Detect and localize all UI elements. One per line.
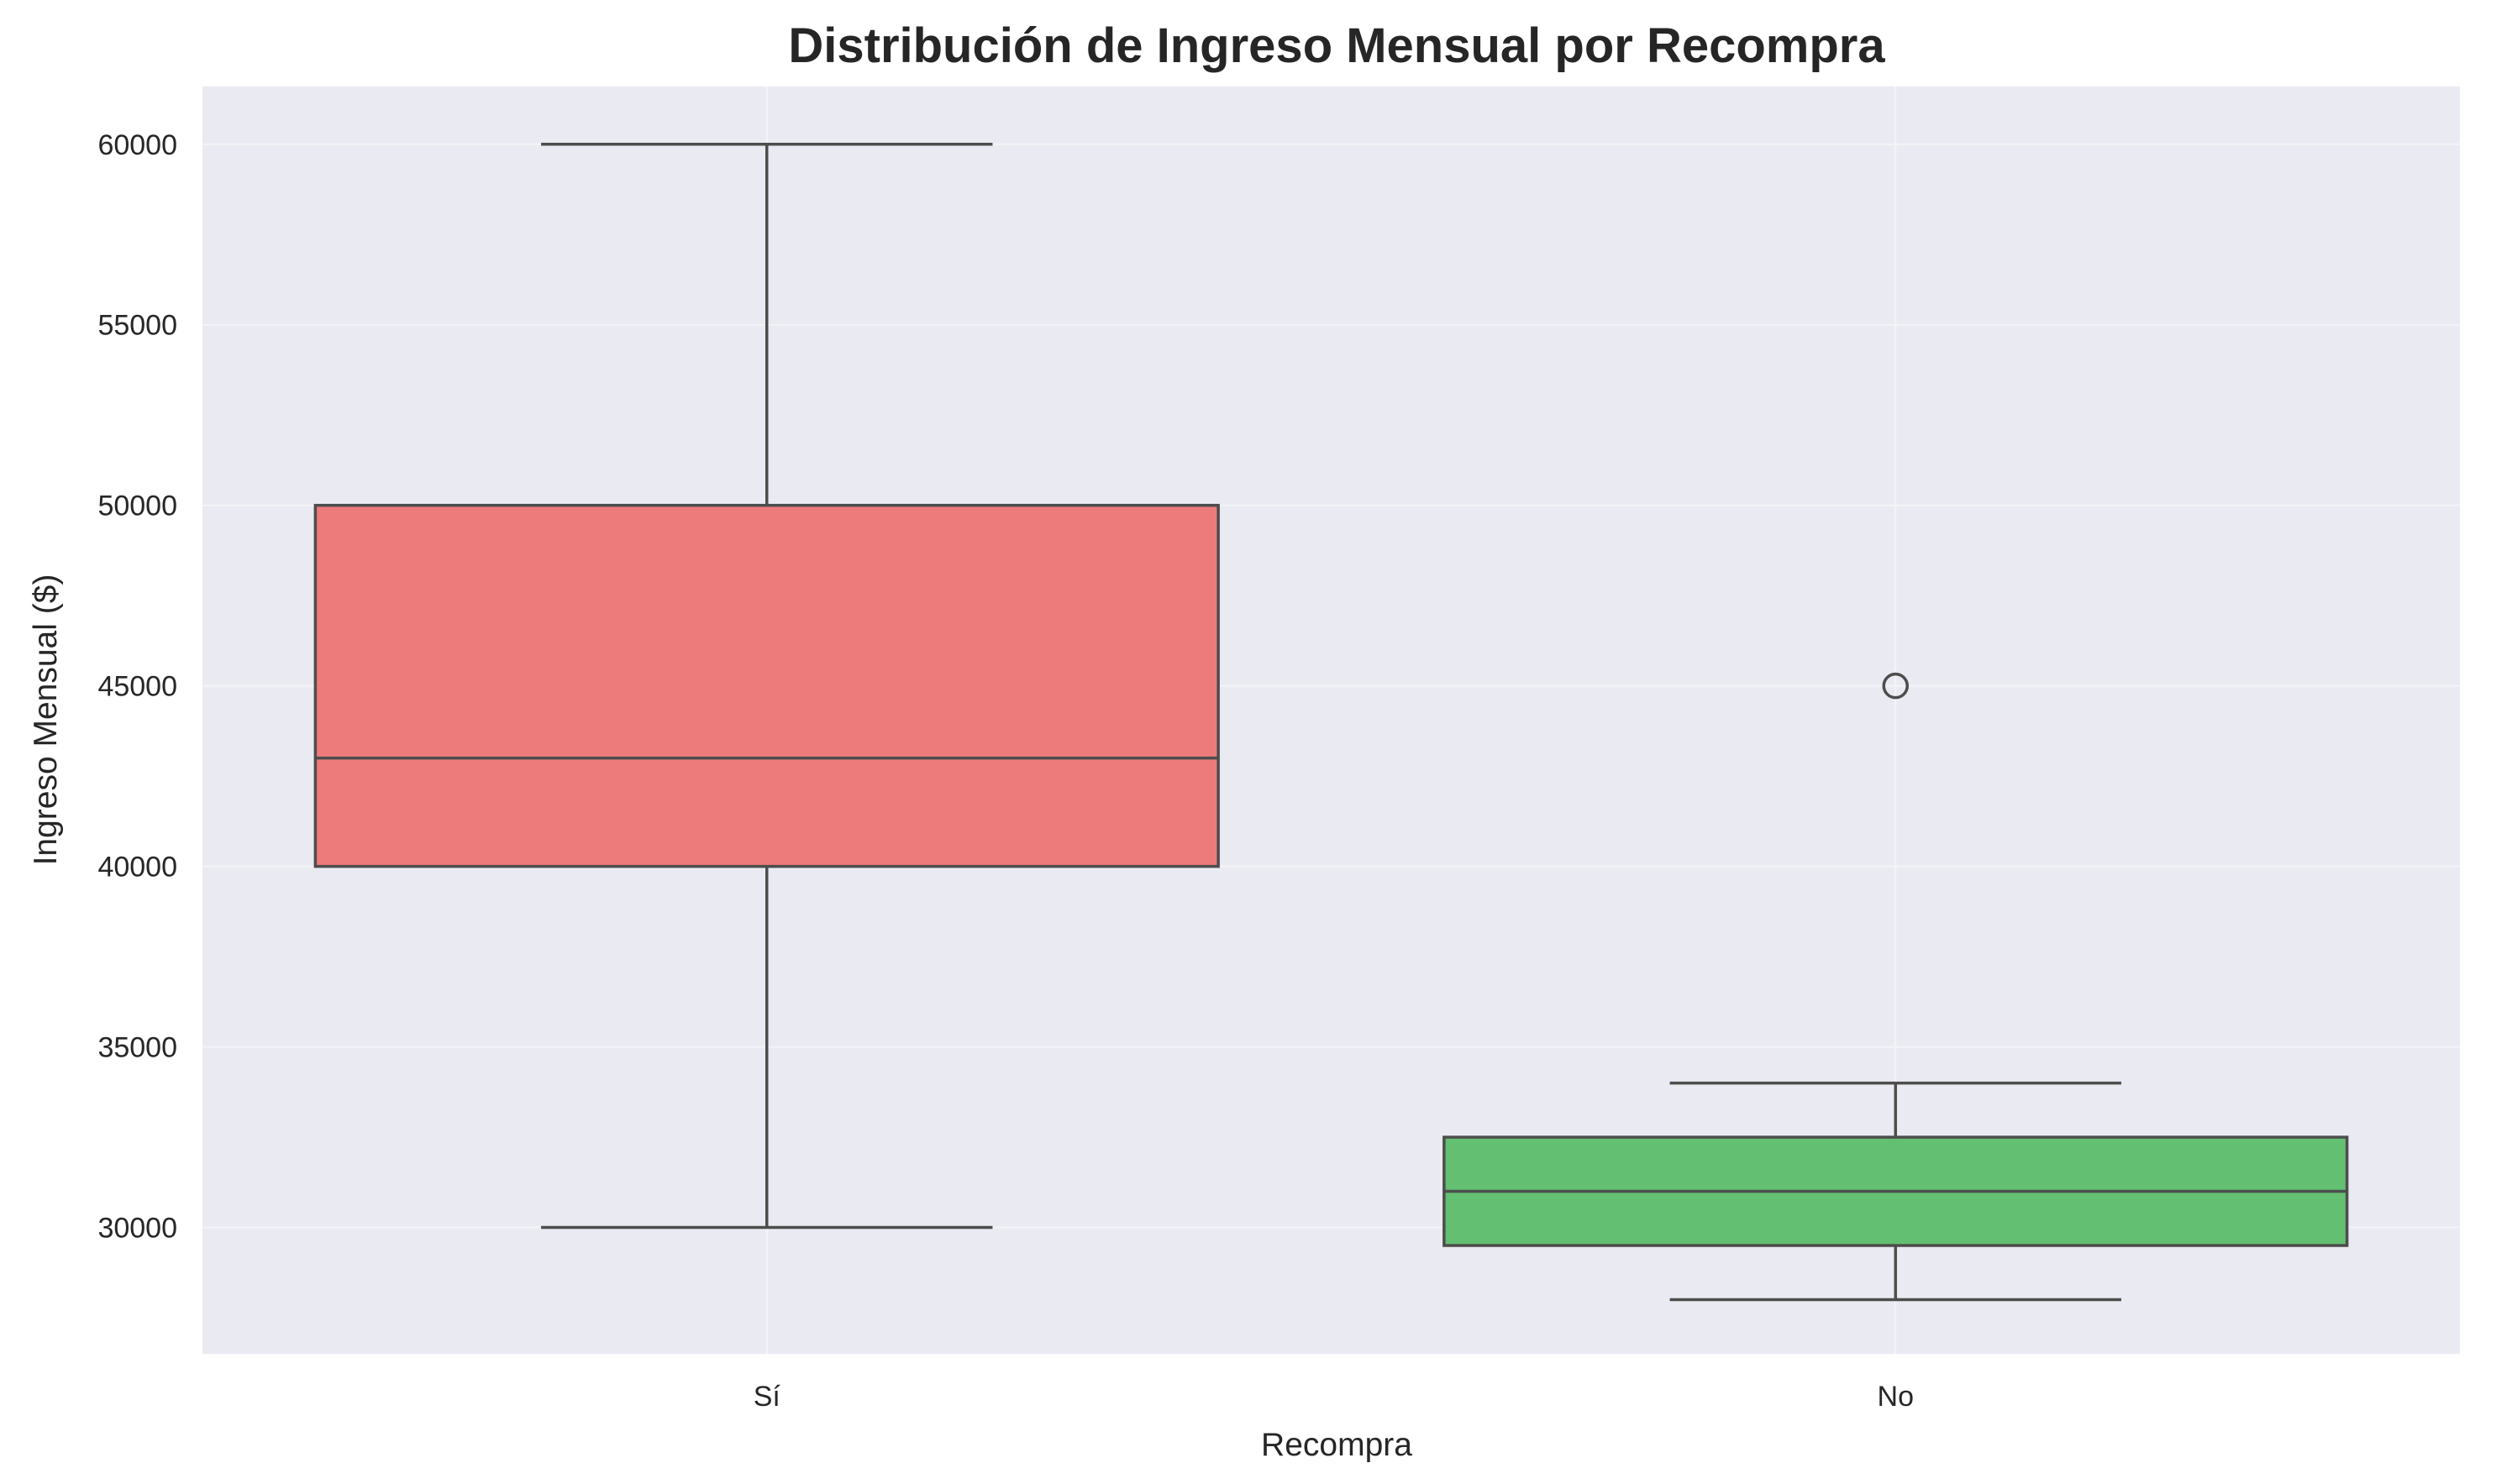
outlier-point [1882, 672, 1909, 700]
chart-title: Distribución de Ingreso Mensual por Reco… [788, 18, 1885, 73]
y-tick-label: 45000 [97, 671, 177, 703]
x-axis-label: Recompra [1261, 1427, 1412, 1463]
y-tick-label: 30000 [97, 1213, 177, 1245]
box-body [313, 503, 1220, 868]
x-tick-label: Sí [754, 1381, 781, 1413]
y-axis-label: Ingreso Mensual ($) [28, 574, 64, 866]
y-tick-label: 35000 [97, 1032, 177, 1064]
box-group-1 [1442, 672, 2349, 1302]
y-axis-ticks: 30000 35000 40000 45000 50000 55000 60000 [97, 129, 177, 1245]
y-tick-label: 40000 [97, 852, 177, 884]
x-tick-label: No [1878, 1381, 1914, 1413]
boxes [313, 143, 2349, 1302]
y-tick-label: 55000 [97, 310, 177, 342]
y-tick-label: 60000 [97, 129, 177, 161]
x-axis-ticks: Sí No [754, 1381, 1914, 1413]
y-tick-label: 50000 [97, 490, 177, 522]
box-group-0 [313, 143, 1220, 1230]
